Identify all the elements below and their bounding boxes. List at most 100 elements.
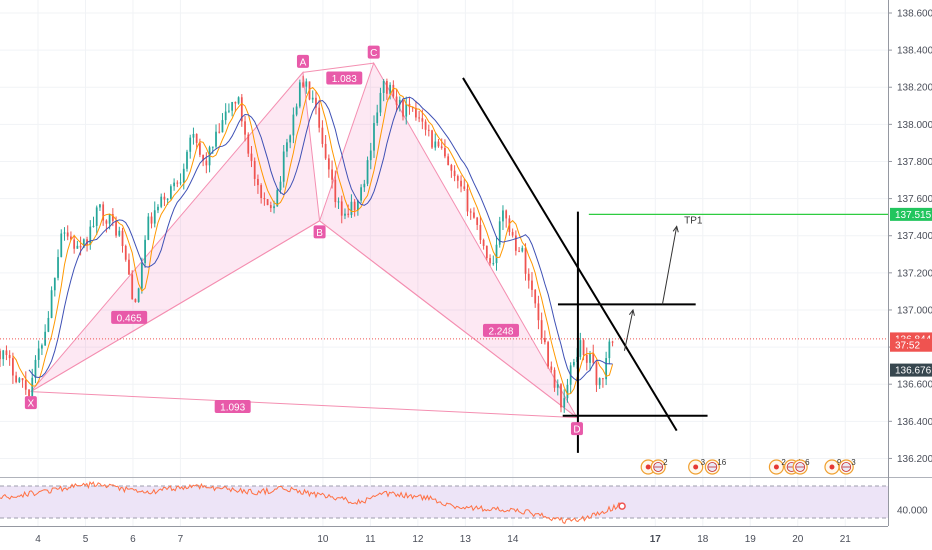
candle-body bbox=[550, 366, 553, 370]
candle bbox=[382, 79, 385, 102]
candle-body bbox=[369, 150, 372, 161]
candle-body bbox=[347, 213, 350, 215]
point-label-b: B bbox=[313, 225, 326, 239]
event-flag-marker[interactable]: 6 bbox=[792, 458, 810, 475]
candle-body bbox=[66, 232, 69, 237]
candle bbox=[305, 78, 308, 94]
candle bbox=[253, 157, 256, 186]
candle-body bbox=[0, 350, 1, 360]
event-count: 6 bbox=[805, 458, 810, 467]
pattern-labels: X A B C D 0.465 1.083 2.248 1.093 bbox=[24, 45, 583, 436]
candle bbox=[286, 138, 288, 158]
price-tick-label: 137.600 bbox=[897, 194, 932, 205]
candle-body bbox=[327, 158, 330, 170]
candle-body bbox=[450, 165, 453, 171]
candle-body bbox=[157, 206, 159, 211]
candle-body bbox=[279, 181, 282, 191]
time-tick-label: 10 bbox=[317, 534, 329, 545]
candle bbox=[427, 124, 430, 137]
event-count: 3 bbox=[851, 458, 856, 467]
candle-body bbox=[382, 80, 385, 93]
candle bbox=[24, 371, 27, 395]
pattern-triangle-bcd bbox=[318, 61, 578, 419]
oscillator-band bbox=[0, 486, 888, 518]
candle-body bbox=[18, 378, 21, 383]
candle bbox=[205, 152, 208, 174]
candle bbox=[334, 170, 337, 208]
oscillator-line bbox=[0, 481, 623, 524]
candle bbox=[311, 90, 314, 103]
candle-body bbox=[121, 230, 124, 246]
candle-body bbox=[60, 233, 63, 258]
candle bbox=[153, 201, 156, 228]
candle-body bbox=[514, 235, 517, 251]
candle bbox=[211, 146, 214, 154]
point-label-b-bg bbox=[313, 225, 326, 239]
candle bbox=[556, 379, 559, 396]
candle bbox=[518, 247, 520, 253]
candle bbox=[218, 123, 221, 134]
event-dot-icon bbox=[773, 464, 779, 470]
candle bbox=[437, 139, 440, 148]
arrow-head bbox=[672, 225, 679, 233]
candle bbox=[379, 87, 382, 117]
candle bbox=[105, 219, 108, 233]
candle-body bbox=[598, 378, 601, 386]
candle-body bbox=[489, 258, 491, 264]
candle-body bbox=[140, 263, 143, 289]
candle bbox=[395, 89, 398, 112]
candle bbox=[298, 79, 301, 109]
moving-average-line bbox=[12, 86, 614, 395]
candle bbox=[605, 351, 608, 386]
event-dot-marker[interactable]: 9 bbox=[824, 458, 842, 475]
candle bbox=[511, 228, 514, 238]
time-tick-label: 20 bbox=[792, 534, 804, 545]
candle-body bbox=[273, 206, 275, 209]
candle bbox=[179, 173, 182, 186]
candle-body bbox=[353, 201, 356, 211]
candle-body bbox=[237, 97, 240, 104]
event-markers[interactable]: 231624693 bbox=[640, 458, 856, 475]
candle bbox=[460, 175, 462, 193]
ratio-ac-ratio-bg bbox=[326, 71, 363, 85]
point-label-c-text: C bbox=[370, 48, 377, 59]
ratio-bd-ratio: 2.248 bbox=[482, 323, 519, 337]
candle-body bbox=[389, 84, 392, 94]
candle-body bbox=[89, 226, 92, 245]
price-badge-label: 37:52 bbox=[895, 341, 920, 352]
price-tick-label: 136.200 bbox=[897, 454, 932, 465]
candle bbox=[208, 145, 211, 173]
moving-averages bbox=[12, 86, 614, 395]
event-flag-marker[interactable]: 16 bbox=[704, 458, 727, 475]
price-tick-label: 138.000 bbox=[897, 120, 932, 131]
candle bbox=[595, 361, 598, 392]
point-label-x: X bbox=[24, 396, 37, 410]
time-tick-label: 21 bbox=[840, 534, 852, 545]
candle bbox=[266, 199, 269, 206]
candle bbox=[482, 238, 485, 250]
candle-body bbox=[560, 384, 562, 408]
candle bbox=[89, 220, 92, 250]
candle bbox=[534, 289, 537, 308]
candle bbox=[5, 345, 8, 361]
candle-body bbox=[247, 134, 250, 154]
ratio-bd-ratio-bg bbox=[482, 323, 519, 337]
candle-body bbox=[453, 170, 456, 177]
candle-body bbox=[47, 317, 50, 332]
candle-body bbox=[231, 102, 234, 111]
candle bbox=[456, 174, 459, 189]
event-flag-marker[interactable]: 2 bbox=[650, 458, 668, 475]
event-dot-marker[interactable]: 2 bbox=[768, 458, 786, 475]
event-flag-marker[interactable]: 3 bbox=[838, 458, 856, 475]
candle-body bbox=[108, 214, 111, 224]
candle-body bbox=[495, 244, 498, 264]
candle bbox=[134, 298, 137, 303]
candle-body bbox=[269, 205, 272, 209]
candle-body bbox=[182, 168, 185, 183]
candle-body bbox=[473, 212, 475, 218]
event-dot-marker[interactable]: 3 bbox=[688, 458, 706, 475]
candle bbox=[402, 99, 404, 121]
candle bbox=[569, 362, 572, 394]
harmonic-pattern bbox=[30, 61, 578, 419]
